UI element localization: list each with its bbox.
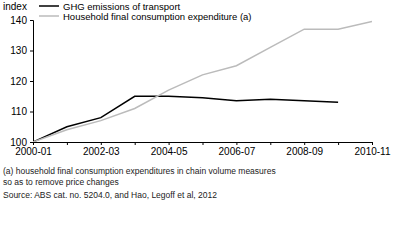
y-tick: 120 [10,76,33,87]
y-tick: 130 [10,45,33,56]
y-tick-label: 130 [10,45,27,56]
x-tick [203,142,204,145]
x-tick-mark [67,142,68,145]
x-tick-mark [304,142,305,145]
footnote: (a) household final consumption expendit… [3,166,276,176]
y-tick-mark [30,142,33,143]
y-tick: 140 [10,15,33,26]
legend: GHG emissions of transportHousehold fina… [39,1,252,22]
x-tick: 2002-03 [83,142,120,157]
x-tick-mark [33,142,34,145]
y-axis-line [30,21,34,143]
x-tick: 2008-09 [286,142,323,157]
x-tick-label: 2010-11 [355,146,391,157]
legend-swatch [39,5,59,7]
x-tick-mark [236,142,237,145]
x-tick [338,142,339,145]
footnote: Source: ABS cat. no. 5204.0, and Hao, Le… [3,190,217,200]
y-tick-label: 140 [10,15,27,26]
x-tick-mark [169,142,170,145]
y-tick-mark [30,112,33,113]
x-tick-mark [270,142,271,145]
x-tick-mark [203,142,204,145]
x-tick-label: 2000-01 [15,146,52,157]
x-tick: 2004-05 [151,142,188,157]
legend-label: Household final consumption expenditure … [63,11,252,22]
y-tick: 110 [11,106,33,117]
x-tick-mark [135,142,136,145]
x-axis-line [34,143,373,146]
x-tick-label: 2006-07 [219,146,256,157]
x-tick-mark [338,142,339,145]
x-tick-label: 2004-05 [151,146,188,157]
footnote: so as to remove price changes [3,177,119,187]
x-tick [270,142,271,145]
y-tick-mark [30,51,33,52]
y-tick-label: 120 [10,76,27,87]
x-axis: 2000-01 2002-03 2004-05 2006-07 2008-09 2010-… [15,142,391,157]
x-tick: 2000-01 [15,142,52,157]
x-tick: 2006-07 [219,142,256,157]
y-tick-mark [30,81,33,82]
plot-area [33,22,372,142]
y-tick-label: 110 [11,106,27,117]
y-tick-mark [30,20,33,21]
chart: 1001101201301402000-012002-032004-052006… [0,0,397,227]
x-tick-label: 2008-09 [286,146,323,157]
x-tick-mark [101,142,102,145]
series-line [33,96,338,142]
y-axis: 100110120130140 [10,15,33,148]
series-line [33,22,372,142]
x-tick [67,142,68,145]
x-tick [135,142,136,145]
y-label: index [3,1,27,12]
x-tick-mark [372,142,373,145]
x-tick-label: 2002-03 [83,146,120,157]
legend-swatch [39,15,59,17]
x-tick: 2010-11 [355,142,391,157]
